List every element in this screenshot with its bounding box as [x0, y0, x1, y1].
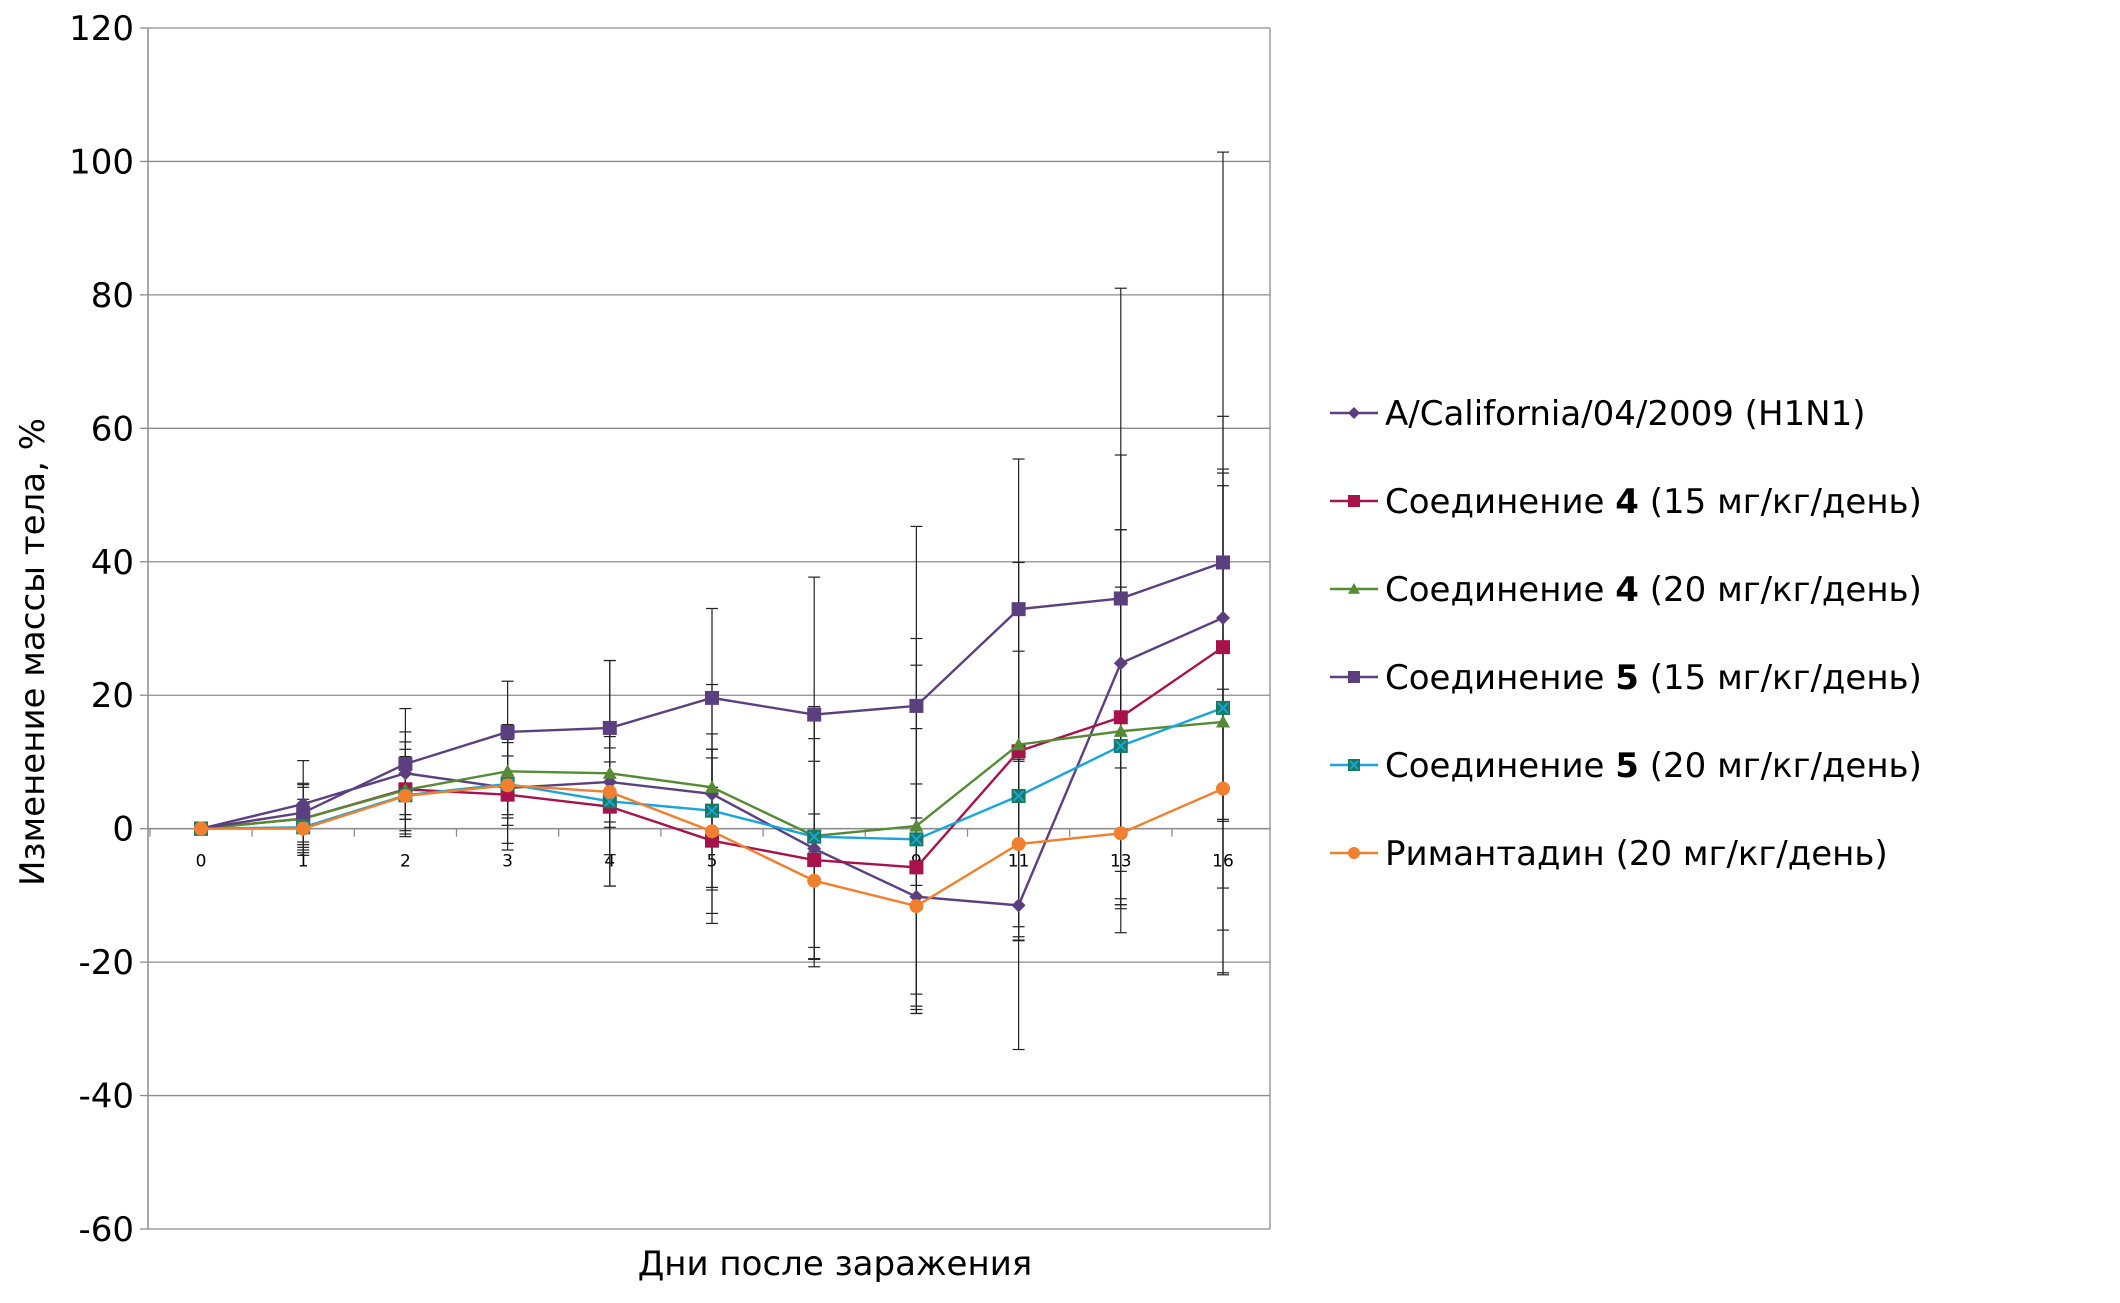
data-point [602, 720, 617, 735]
data-point [705, 690, 719, 705]
data-point [1011, 737, 1026, 751]
legend-label-dose: (20 мг/кг/день) [1639, 746, 1922, 786]
data-point [194, 821, 208, 836]
legend-label: Соединение 5 (15 мг/кг/день) [1385, 658, 1922, 698]
data-point [1113, 724, 1128, 737]
data-point [500, 724, 515, 739]
data-point [909, 818, 924, 832]
data-point [1216, 714, 1230, 728]
data-point [1011, 602, 1026, 617]
data-point [1113, 591, 1128, 606]
legend-label-text: Соединение [1385, 482, 1615, 522]
y-tick-label: 120 [69, 9, 134, 49]
legend: A/California/04/2009 (H1N1) Соединение 4 … [1330, 394, 1922, 874]
data-point [807, 873, 822, 888]
legend-label: Римантадин (20 мг/кг/день) [1385, 834, 1888, 874]
legend-label-compound: 4 [1615, 570, 1639, 610]
y-tick-label: -40 [78, 1077, 134, 1117]
legend-label-compound: 5 [1615, 746, 1639, 786]
y-tick-label: 100 [69, 142, 134, 182]
data-point [1113, 656, 1128, 671]
data-point [500, 778, 515, 793]
data-point [1011, 898, 1026, 913]
legend-marker [1348, 495, 1360, 507]
legend-entry: A/California/04/2009 (H1N1) [1330, 394, 1865, 434]
data-point [1011, 837, 1026, 852]
y-tick-label: 0 [112, 810, 134, 850]
data-point [1113, 826, 1128, 841]
data-point [1216, 610, 1230, 625]
data-point [1216, 640, 1230, 655]
data-point [807, 707, 822, 722]
data-point [807, 853, 822, 868]
legend-label-dose: (15 мг/кг/день) [1639, 658, 1922, 698]
x-tick-label: 0 [196, 852, 207, 872]
y-tick-label: -20 [78, 943, 134, 983]
data-point [705, 803, 719, 818]
data-point [1113, 738, 1128, 753]
legend-marker [1348, 671, 1360, 683]
data-point [602, 766, 617, 779]
legend-label-dose: (15 мг/кг/день) [1639, 482, 1922, 522]
x-tick-label: 2 [400, 852, 411, 872]
series-6 [194, 778, 1230, 914]
legend-label-dose: (20 мг/кг/день) [1639, 570, 1922, 610]
data-point [807, 829, 822, 844]
legend-entry: Соединение 5 (20 мг/кг/день) [1330, 746, 1922, 786]
legend-marker [1348, 407, 1360, 419]
legend-label-text: Соединение [1385, 746, 1615, 786]
data-point [705, 824, 719, 839]
data-point [909, 899, 924, 914]
legend-label: Соединение 5 (20 мг/кг/день) [1385, 746, 1922, 786]
data-point [909, 698, 924, 713]
data-point [1216, 555, 1230, 570]
data-point [1011, 788, 1026, 803]
legend-entry: Соединение 4 (20 мг/кг/день) [1330, 570, 1922, 610]
axes: -60-40-2002040608010012001234579111316 [69, 9, 1270, 1250]
data-point [1216, 700, 1230, 715]
y-tick-label: 40 [91, 543, 134, 583]
legend-entry: Соединение 5 (15 мг/кг/день) [1330, 658, 1922, 698]
data-point [909, 832, 924, 847]
legend-label-compound: 5 [1615, 658, 1639, 698]
legend-marker [1348, 847, 1360, 859]
legend-label: Соединение 4 (15 мг/кг/день) [1385, 482, 1922, 522]
legend-label-text: A/California/04/2009 (H1N1) [1385, 394, 1865, 434]
legend-label-text: Соединение [1385, 570, 1615, 610]
legend-label: Соединение 4 (20 мг/кг/день) [1385, 570, 1922, 610]
data-point [602, 784, 617, 799]
data-point [398, 788, 413, 803]
y-tick-label: -60 [78, 1210, 134, 1250]
grid-lines [148, 27, 1271, 1230]
data-point [296, 821, 311, 836]
x-tick-label: 3 [502, 852, 513, 872]
legend-entry: Соединение 4 (15 мг/кг/день) [1330, 482, 1922, 522]
legend-label: A/California/04/2009 (H1N1) [1385, 394, 1865, 434]
y-tick-label: 80 [91, 276, 134, 316]
data-point [1216, 781, 1230, 796]
data-point [807, 841, 822, 856]
data-point [398, 756, 413, 771]
data-point [909, 860, 924, 875]
legend-label-text: Римантадин (20 мг/кг/день) [1385, 834, 1888, 874]
legend-label-text: Соединение [1385, 658, 1615, 698]
data-point [296, 805, 311, 820]
y-tick-label: 20 [91, 676, 134, 716]
data-point [500, 764, 515, 777]
y-axis-title: Изменение массы тела, % [13, 418, 53, 886]
y-tick-label: 60 [91, 409, 134, 449]
data-point [705, 780, 719, 793]
x-axis-title: Дни после заражения [638, 1244, 1033, 1284]
x-tick-label: 1 [298, 852, 309, 872]
data-series [194, 555, 1230, 914]
legend-marker [1348, 759, 1360, 771]
legend-marker [1348, 583, 1360, 594]
legend-entry: Римантадин (20 мг/кг/день) [1330, 834, 1888, 874]
data-point [1113, 710, 1128, 725]
legend-label-compound: 4 [1615, 482, 1639, 522]
